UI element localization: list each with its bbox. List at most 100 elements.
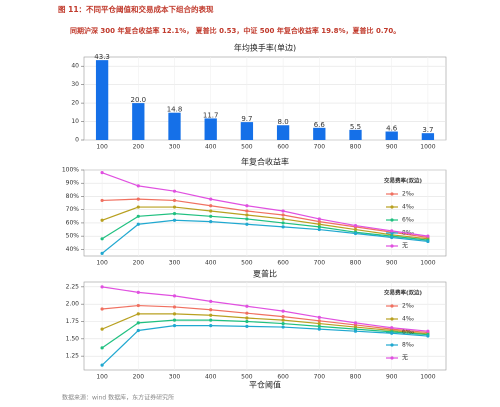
point bbox=[100, 251, 104, 255]
x-tick-label: 500 bbox=[241, 144, 253, 151]
point bbox=[317, 227, 321, 232]
x-axis-label: 平仓阈值 bbox=[249, 380, 281, 390]
value-label: 11.7 bbox=[203, 111, 219, 119]
y-tick-label: 50% bbox=[66, 233, 80, 240]
point bbox=[317, 220, 321, 224]
point bbox=[209, 318, 213, 322]
value-label: 20.0 bbox=[131, 96, 147, 104]
point bbox=[136, 312, 140, 316]
point bbox=[281, 321, 285, 326]
point bbox=[100, 363, 104, 367]
point bbox=[100, 285, 104, 289]
point bbox=[100, 346, 104, 350]
point bbox=[172, 205, 177, 209]
point bbox=[390, 235, 394, 240]
point bbox=[136, 197, 140, 201]
legend-title: 交易费率(双边) bbox=[384, 289, 423, 297]
x-tick-label: 300 bbox=[169, 260, 181, 267]
x-tick-label: 200 bbox=[133, 144, 145, 151]
value-label: 43.3 bbox=[94, 53, 110, 61]
x-tick-label: 900 bbox=[386, 260, 398, 267]
point bbox=[172, 212, 177, 216]
line bbox=[102, 304, 428, 334]
legend-label: 8‰ bbox=[402, 342, 414, 349]
point bbox=[390, 331, 394, 335]
line bbox=[102, 198, 428, 239]
value-label: 4.6 bbox=[386, 125, 398, 133]
x-tick-label: 600 bbox=[277, 144, 289, 151]
plot-area bbox=[83, 281, 447, 371]
point bbox=[209, 299, 213, 304]
point bbox=[281, 325, 285, 329]
point bbox=[100, 198, 104, 203]
x-tick-label: 800 bbox=[350, 144, 362, 151]
legend-marker bbox=[390, 304, 394, 308]
y-tick-label: 40 bbox=[71, 63, 79, 70]
y-tick-label: 2.25 bbox=[66, 283, 80, 290]
point bbox=[172, 324, 177, 328]
point bbox=[209, 313, 213, 317]
figure-note: 同期沪深 300 年复合收益率 12.1%， 夏普比 0.53，中证 500 年… bbox=[70, 26, 400, 35]
y-tick-label: 10 bbox=[71, 118, 79, 125]
point bbox=[426, 329, 430, 333]
point bbox=[353, 231, 358, 236]
point bbox=[281, 315, 285, 319]
legend-marker bbox=[390, 205, 394, 209]
x-tick-label: 600 bbox=[277, 260, 289, 267]
legend-label: 2‰ bbox=[402, 191, 414, 198]
point bbox=[317, 315, 321, 319]
legend-label: 无 bbox=[402, 355, 408, 362]
point bbox=[245, 204, 249, 208]
y-tick-label: 70% bbox=[66, 206, 80, 213]
legend-marker bbox=[390, 356, 394, 360]
chart-title: 夏普比 bbox=[253, 269, 277, 279]
x-tick-label: 900 bbox=[386, 374, 398, 381]
bar bbox=[95, 60, 109, 140]
point bbox=[136, 290, 140, 294]
point bbox=[426, 334, 430, 338]
point bbox=[281, 213, 285, 217]
x-tick-label: 1000 bbox=[420, 144, 435, 151]
point bbox=[172, 189, 177, 193]
value-label: 8.0 bbox=[278, 118, 289, 126]
point bbox=[317, 324, 321, 328]
y-tick-label: 1.25 bbox=[66, 353, 80, 360]
line bbox=[101, 206, 428, 240]
legend-marker bbox=[390, 192, 394, 196]
point bbox=[209, 324, 213, 328]
point bbox=[317, 319, 321, 323]
x-tick-label: 800 bbox=[350, 260, 362, 267]
bar bbox=[385, 131, 398, 140]
point bbox=[209, 197, 213, 201]
line bbox=[101, 213, 428, 241]
legend-label: 6‰ bbox=[402, 329, 414, 336]
y-tick-label: 20 bbox=[71, 100, 79, 107]
bar bbox=[313, 127, 326, 140]
point bbox=[281, 209, 285, 213]
point bbox=[317, 225, 321, 229]
point bbox=[100, 218, 104, 222]
x-tick-label: 400 bbox=[205, 374, 217, 381]
y-tick-label: 90% bbox=[66, 180, 80, 187]
y-tick-label: 80% bbox=[66, 193, 80, 200]
point bbox=[245, 213, 249, 217]
point bbox=[317, 321, 321, 326]
legend-marker bbox=[390, 218, 394, 222]
x-tick-label: 700 bbox=[314, 144, 326, 151]
x-tick-label: 300 bbox=[169, 144, 181, 151]
point bbox=[209, 214, 213, 218]
point bbox=[281, 225, 285, 229]
line bbox=[102, 286, 428, 332]
x-tick-label: 1000 bbox=[420, 374, 435, 381]
point bbox=[136, 303, 140, 308]
legend-marker bbox=[390, 244, 394, 248]
point bbox=[353, 321, 358, 325]
y-tick-label: 40% bbox=[66, 246, 80, 253]
chart-title: 年复合收益率 bbox=[241, 157, 289, 167]
point bbox=[245, 222, 249, 226]
legend-label: 2‰ bbox=[402, 303, 414, 310]
y-tick-label: 1.50 bbox=[66, 335, 80, 342]
line bbox=[101, 319, 428, 349]
point bbox=[426, 234, 430, 238]
point bbox=[245, 324, 249, 328]
